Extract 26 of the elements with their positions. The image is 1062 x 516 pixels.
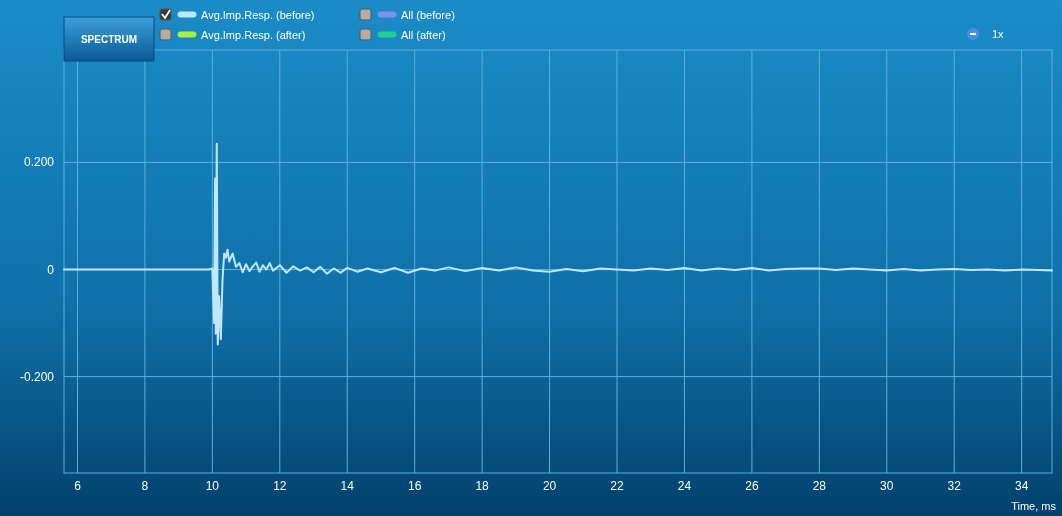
x-tick-label: 26 <box>745 479 759 493</box>
legend-label: All (after) <box>401 29 446 41</box>
legend-label: Avg.Imp.Resp. (after) <box>201 29 306 41</box>
y-tick-label: -0.200 <box>19 369 55 384</box>
x-tick-label: 14 <box>340 479 355 493</box>
y-tick-label: 0 <box>47 262 55 277</box>
line-series <box>63 142 1053 346</box>
x-tick-label: 18 <box>475 479 490 493</box>
x-tick-label: 10 <box>205 479 220 493</box>
x-tick-label: 22 <box>610 479 624 493</box>
legend-label: All (before) <box>401 9 455 21</box>
x-tick-label: 34 <box>1014 479 1029 493</box>
text: SPECTRUM <box>80 34 138 45</box>
y-tick-label: 0.200 <box>23 155 55 170</box>
text: 1x <box>992 28 1005 40</box>
x-tick-label: 12 <box>273 479 287 493</box>
x-tick-label: 16 <box>408 479 422 493</box>
x-tick-label: 6 <box>74 479 82 493</box>
x-tick-label: 30 <box>880 479 894 493</box>
x-tick-label: 28 <box>812 479 827 493</box>
x-tick-label: 20 <box>542 479 557 493</box>
x-tick-label: 8 <box>141 479 149 493</box>
x-axis-title: Time, ms <box>1011 500 1057 512</box>
x-tick-label: 32 <box>947 479 962 493</box>
x-tick-label: 24 <box>677 479 692 493</box>
legend-label: Avg.Imp.Resp. (before) <box>201 9 315 21</box>
